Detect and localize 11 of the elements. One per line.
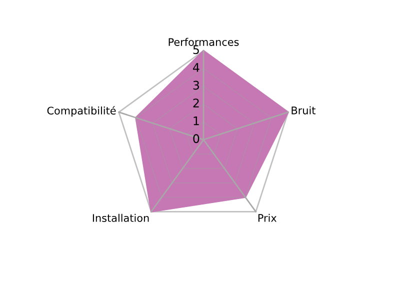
spoke-label: Prix bbox=[258, 214, 277, 222]
spoke-label: Performances bbox=[168, 38, 239, 46]
y-tick-label: 3 bbox=[193, 80, 199, 90]
y-tick-label: 1 bbox=[194, 116, 199, 126]
y-tick-label: 0 bbox=[193, 134, 200, 144]
spoke-label: Bruit bbox=[292, 106, 316, 114]
y-tick-label: 2 bbox=[193, 98, 199, 108]
spoke-label: Compatibilité bbox=[47, 106, 116, 117]
spoke-label: Installation bbox=[92, 214, 149, 222]
y-tick-label: 4 bbox=[193, 63, 200, 72]
y-tick-label: 5 bbox=[193, 45, 199, 54]
